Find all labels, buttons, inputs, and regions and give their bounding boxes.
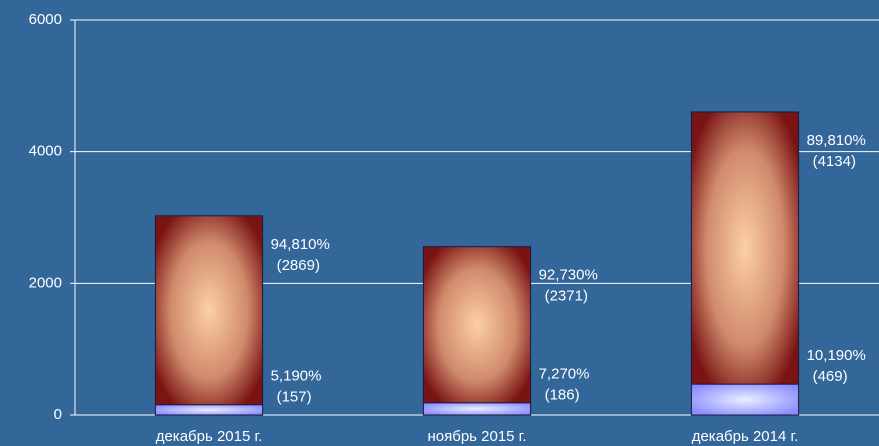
y-tick-label: 4000 [29,143,62,160]
value-label: (157) [277,389,312,406]
share-label: 5,190% [271,368,322,385]
share-label: 94,810% [271,236,330,253]
share-label: 92,730% [539,267,598,284]
y-tick-label: 2000 [29,274,62,291]
bar-segment [422,246,532,404]
value-label: (2869) [277,257,320,274]
bar-segment [154,404,264,416]
share-label: 89,810% [807,132,866,149]
value-label: (4134) [813,153,856,170]
x-tick-label: декабрь 2015 г. [156,428,263,445]
value-label: (469) [813,368,848,385]
x-tick-label: декабрь 2014 г. [692,428,799,445]
y-tick-label: 0 [54,406,62,423]
x-tick-label: ноябрь 2015 г. [427,428,526,445]
value-label: (186) [545,387,580,404]
y-tick-label: 6000 [29,11,62,28]
share-label: 7,270% [539,366,590,383]
bar-segment [154,215,264,406]
bar-segment [422,402,532,416]
share-label: 10,190% [807,347,866,364]
value-label: (2371) [545,288,588,305]
bar-segment [690,111,800,385]
bar-segment [690,383,800,416]
